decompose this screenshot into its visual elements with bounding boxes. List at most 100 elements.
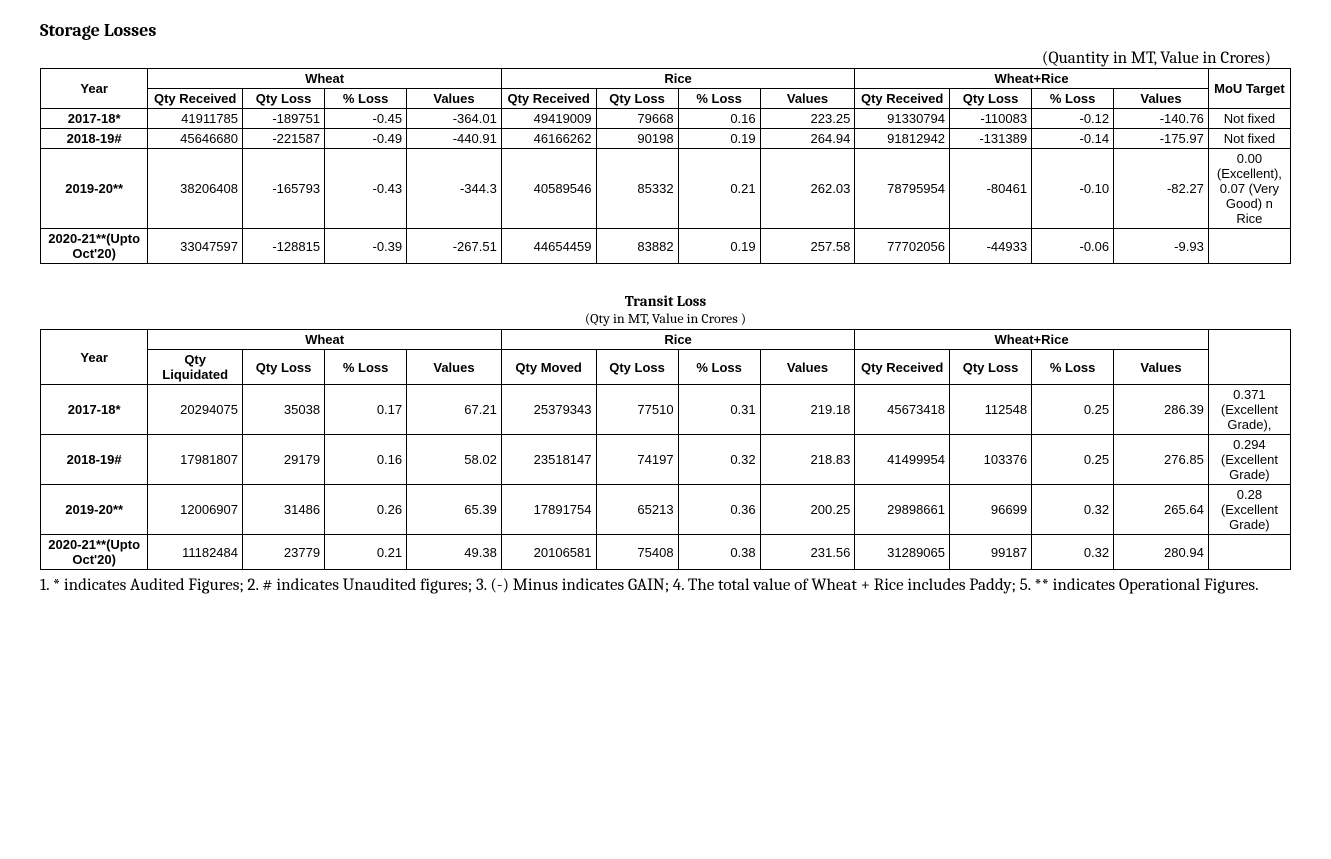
hdr-t-ql: Qty Loss: [950, 89, 1032, 109]
r-ql: 65213: [596, 485, 678, 535]
hdr2-t-pl: % Loss: [1032, 350, 1114, 385]
year-cell: 2020-21**(Upto Oct'20): [41, 229, 148, 264]
r-ql: 77510: [596, 385, 678, 435]
r-ql: 79668: [596, 109, 678, 129]
t-ql: 99187: [950, 535, 1032, 570]
r-v: 219.18: [760, 385, 855, 435]
r-v: 223.25: [760, 109, 855, 129]
table-row: 2020-21**(Upto Oct'20)33047597-128815-0.…: [41, 229, 1291, 264]
r-v: 264.94: [760, 129, 855, 149]
t-pl: 0.32: [1032, 535, 1114, 570]
r-v: 200.25: [760, 485, 855, 535]
r-pl: 0.19: [678, 229, 760, 264]
t-pl: -0.12: [1032, 109, 1114, 129]
table-row: 2018-19#45646680-221587-0.49-440.9146166…: [41, 129, 1291, 149]
hdr2-rice: Rice: [501, 330, 855, 350]
year-cell: 2018-19#: [41, 129, 148, 149]
w-qr: 38206408: [148, 149, 243, 229]
year-cell: 2020-21**(Upto Oct'20): [41, 535, 148, 570]
hdr-w-qr: Qty Received: [148, 89, 243, 109]
w-v: 67.21: [407, 385, 502, 435]
hdr2-mou-blank: [1208, 330, 1290, 385]
w-ql: 29179: [243, 435, 325, 485]
w-ql: -221587: [243, 129, 325, 149]
hdr-t-pl: % Loss: [1032, 89, 1114, 109]
w-qr: 11182484: [148, 535, 243, 570]
table-row: 2018-19#17981807291790.1658.022351814774…: [41, 435, 1291, 485]
w-v: -440.91: [407, 129, 502, 149]
t-qr: 78795954: [855, 149, 950, 229]
r-pl: 0.16: [678, 109, 760, 129]
table-row: 2017-18*41911785-189751-0.45-364.0149419…: [41, 109, 1291, 129]
t-qr: 77702056: [855, 229, 950, 264]
mou-cell: [1208, 535, 1290, 570]
r-ql: 74197: [596, 435, 678, 485]
r-qr: 17891754: [501, 485, 596, 535]
w-pl: 0.26: [325, 485, 407, 535]
w-qr: 41911785: [148, 109, 243, 129]
hdr-w-ql: Qty Loss: [243, 89, 325, 109]
hdr-t-qr: Qty Received: [855, 89, 950, 109]
t-pl: -0.10: [1032, 149, 1114, 229]
w-v: -267.51: [407, 229, 502, 264]
hdr-r-pl: % Loss: [678, 89, 760, 109]
r-v: 218.83: [760, 435, 855, 485]
r-ql: 83882: [596, 229, 678, 264]
hdr-r-qr: Qty Received: [501, 89, 596, 109]
transit-title: Transit Loss: [40, 292, 1291, 310]
r-v: 231.56: [760, 535, 855, 570]
hdr-w-v: Values: [407, 89, 502, 109]
table-row: 2017-18*20294075350380.1767.212537934377…: [41, 385, 1291, 435]
t-ql: 103376: [950, 435, 1032, 485]
hdr-year: Year: [41, 69, 148, 109]
year-cell: 2017-18*: [41, 385, 148, 435]
w-qr: 12006907: [148, 485, 243, 535]
r-pl: 0.19: [678, 129, 760, 149]
t-qr: 91330794: [855, 109, 950, 129]
hdr2-t-v: Values: [1114, 350, 1209, 385]
r-qr: 49419009: [501, 109, 596, 129]
hdr2-t-qr: Qty Received: [855, 350, 950, 385]
w-pl: -0.49: [325, 129, 407, 149]
t-v: 265.64: [1114, 485, 1209, 535]
t-qr: 45673418: [855, 385, 950, 435]
hdr-r-ql: Qty Loss: [596, 89, 678, 109]
hdr2-w-qr: Qty Liquidated: [148, 350, 243, 385]
hdr2-t-ql: Qty Loss: [950, 350, 1032, 385]
t-v: 280.94: [1114, 535, 1209, 570]
w-pl: -0.43: [325, 149, 407, 229]
w-ql: 23779: [243, 535, 325, 570]
w-qr: 45646680: [148, 129, 243, 149]
r-v: 257.58: [760, 229, 855, 264]
w-pl: 0.17: [325, 385, 407, 435]
year-cell: 2018-19#: [41, 435, 148, 485]
hdr2-year: Year: [41, 330, 148, 385]
r-qr: 23518147: [501, 435, 596, 485]
hdr2-r-v: Values: [760, 350, 855, 385]
w-qr: 20294075: [148, 385, 243, 435]
w-pl: 0.21: [325, 535, 407, 570]
t-v: -140.76: [1114, 109, 1209, 129]
t-ql: -110083: [950, 109, 1032, 129]
r-qr: 20106581: [501, 535, 596, 570]
year-cell: 2019-20**: [41, 149, 148, 229]
r-v: 262.03: [760, 149, 855, 229]
transit-table: Year Wheat Rice Wheat+Rice Qty Liquidate…: [40, 329, 1291, 570]
hdr-rice: Rice: [501, 69, 855, 89]
hdr2-r-pl: % Loss: [678, 350, 760, 385]
w-v: -344.3: [407, 149, 502, 229]
t-qr: 29898661: [855, 485, 950, 535]
year-cell: 2019-20**: [41, 485, 148, 535]
t-v: -9.93: [1114, 229, 1209, 264]
w-v: 65.39: [407, 485, 502, 535]
r-pl: 0.38: [678, 535, 760, 570]
t-v: -82.27: [1114, 149, 1209, 229]
hdr2-w-pl: % Loss: [325, 350, 407, 385]
t-ql: -44933: [950, 229, 1032, 264]
t-v: -175.97: [1114, 129, 1209, 149]
hdr2-wheat: Wheat: [148, 330, 502, 350]
w-qr: 17981807: [148, 435, 243, 485]
w-ql: 35038: [243, 385, 325, 435]
mou-cell: Not fixed: [1208, 129, 1290, 149]
r-qr: 46166262: [501, 129, 596, 149]
